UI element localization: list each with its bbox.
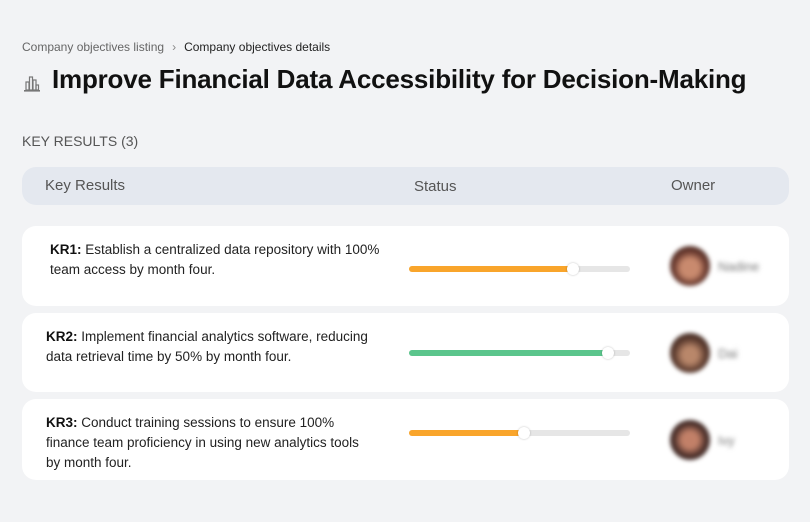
owner-name: Dai	[718, 345, 738, 361]
progress-thumb	[601, 347, 614, 359]
page-title: Improve Financial Data Accessibility for…	[52, 64, 747, 94]
breadcrumb-link-objectives-listing[interactable]: Company objectives listing	[22, 40, 165, 54]
avatar	[670, 420, 710, 460]
progress-fill	[409, 350, 608, 356]
avatar	[670, 333, 710, 373]
owner[interactable]: Nadine	[670, 246, 759, 286]
key-result-text: Implement financial analytics software, …	[46, 329, 368, 364]
progress-bar	[409, 263, 630, 275]
progress-thumb	[517, 427, 530, 439]
key-result-text: Establish a centralized data repository …	[50, 242, 380, 277]
avatar	[670, 246, 710, 286]
key-result-description: KR2: Implement financial analytics softw…	[46, 327, 376, 367]
building-chart-icon	[22, 73, 42, 93]
owner[interactable]: Ivy	[670, 420, 735, 460]
title-row: Improve Financial Data Accessibility for…	[22, 64, 747, 95]
column-header-owner: Owner	[671, 177, 716, 194]
table-header: Key Results Status Owner	[22, 167, 789, 205]
owner-name: Nadine	[718, 258, 760, 274]
key-result-row[interactable]: KR2: Implement financial analytics softw…	[22, 313, 789, 392]
key-result-row[interactable]: KR1: Establish a centralized data reposi…	[22, 226, 789, 306]
key-result-id: KR3:	[46, 415, 78, 430]
key-result-row[interactable]: KR3: Conduct training sessions to ensure…	[22, 399, 789, 480]
key-result-id: KR2:	[46, 329, 78, 344]
progress-bar	[409, 427, 630, 439]
progress-thumb	[566, 263, 579, 275]
key-result-description: KR1: Establish a centralized data reposi…	[50, 240, 380, 280]
progress-bar	[409, 347, 630, 359]
column-header-key-results: Key Results	[45, 177, 126, 194]
key-result-description: KR3: Conduct training sessions to ensure…	[46, 413, 376, 473]
key-result-id: KR1:	[50, 242, 82, 257]
breadcrumb: Company objectives listing › Company obj…	[22, 40, 330, 54]
column-header-status: Status	[414, 178, 457, 195]
key-result-text: Conduct training sessions to ensure 100%…	[46, 415, 359, 470]
key-results-section-label: KEY RESULTS (3)	[22, 133, 139, 149]
breadcrumb-current: Company objectives details	[184, 40, 331, 54]
owner[interactable]: Dai	[670, 333, 738, 373]
progress-fill	[409, 266, 573, 272]
owner-name: Ivy	[718, 432, 735, 448]
chevron-right-icon: ›	[172, 40, 177, 54]
progress-fill	[409, 430, 524, 436]
